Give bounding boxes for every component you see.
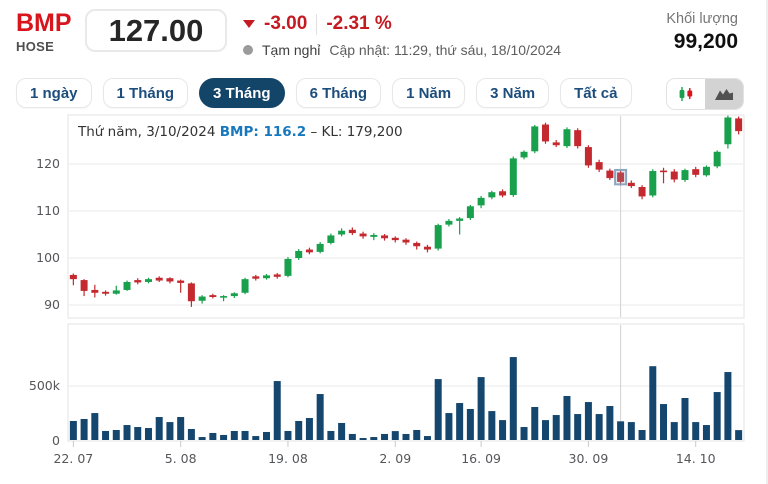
down-triangle-icon [243, 20, 255, 28]
change-value: -3.00 [264, 13, 308, 34]
svg-text:100: 100 [36, 250, 60, 265]
volume-label: Khối lượng [666, 11, 738, 27]
area-chart-button[interactable] [705, 79, 743, 109]
selected-candle-highlight [614, 168, 628, 186]
change-percent: -2.31 % [326, 13, 392, 34]
volume-pane [67, 323, 745, 442]
current-price: 127.00 [108, 12, 204, 48]
svg-text:30. 09: 30. 09 [569, 451, 609, 466]
market-status-text: Tạm nghỉ [262, 42, 321, 58]
price-change-row: -3.00 -2.31 % [243, 13, 392, 35]
svg-text:22. 07: 22. 07 [53, 451, 93, 466]
chart-tooltip: Thứ năm, 3/10/2024 BMP: 116.2 – KL: 179,… [77, 124, 403, 140]
svg-text:19. 08: 19. 08 [268, 451, 308, 466]
svg-text:90: 90 [44, 297, 60, 312]
range-button-6-thang[interactable]: 6 Tháng [295, 78, 382, 108]
svg-text:0: 0 [52, 433, 60, 448]
exchange-label: HOSE [16, 39, 55, 54]
candlestick-icon [679, 87, 693, 101]
svg-text:14. 10: 14. 10 [676, 451, 716, 466]
volume-block: Khối lượng 99,200 [666, 11, 738, 54]
last-updated-text: Cập nhật: 11:29, thứ sáu, 18/10/2024 [329, 42, 562, 58]
svg-text:500k: 500k [29, 378, 61, 393]
time-range-tabs: 1 ngày 1 Tháng 3 Tháng 6 Tháng 1 Năm 3 Năm Tất… [16, 78, 632, 108]
market-status-row: Tạm nghỉ Cập nhật: 11:29, thứ sáu, 18/10… [243, 42, 561, 58]
price-pane [67, 114, 745, 319]
price-volume-chart[interactable]: 120 110 100 90 500k 0 22. 07 5. 08 19. 08 2. 09 16… [0, 108, 768, 484]
svg-text:120: 120 [36, 156, 60, 171]
symbol-block: BMP HOSE [16, 10, 72, 54]
range-button-3-thang[interactable]: 3 Tháng [199, 78, 285, 108]
range-button-1-nam[interactable]: 1 Năm [392, 78, 466, 108]
current-price-box: 127.00 [85, 9, 227, 52]
chart-type-toggle [666, 78, 744, 110]
svg-text:110: 110 [36, 203, 60, 218]
range-button-1-ngay[interactable]: 1 ngày [16, 78, 92, 108]
volume-bars [69, 357, 743, 440]
candlestick-chart-button[interactable] [667, 79, 705, 109]
svg-text:5. 08: 5. 08 [165, 451, 197, 466]
vertical-divider [316, 13, 318, 35]
range-button-1-thang[interactable]: 1 Tháng [102, 78, 189, 108]
market-status-dot-icon [243, 45, 253, 55]
candlesticks [69, 115, 743, 307]
volume-value: 99,200 [673, 30, 738, 53]
svg-text:2. 09: 2. 09 [379, 451, 411, 466]
ticker-symbol: BMP [16, 9, 72, 37]
gridlines [69, 163, 743, 387]
area-chart-icon [715, 89, 733, 100]
range-button-3-nam[interactable]: 3 Năm [476, 78, 550, 108]
range-button-tat-ca[interactable]: Tất cả [560, 78, 632, 108]
x-axis: 22. 07 5. 08 19. 08 2. 09 16. 09 30. 09 14. 10 [53, 441, 716, 466]
svg-text:16. 09: 16. 09 [461, 451, 501, 466]
